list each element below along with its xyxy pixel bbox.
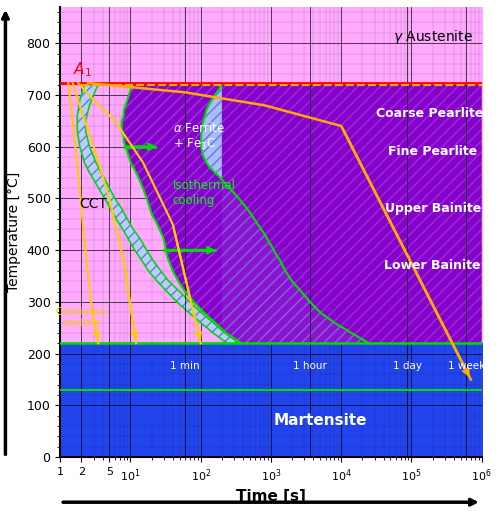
Text: Fine Pearlite: Fine Pearlite <box>388 145 477 158</box>
Polygon shape <box>122 85 369 343</box>
Text: 1 min: 1 min <box>170 361 200 371</box>
X-axis label: Time [s]: Time [s] <box>236 489 306 504</box>
Text: 1 day: 1 day <box>393 361 422 371</box>
Text: $\gamma$ Austenite: $\gamma$ Austenite <box>393 28 473 45</box>
Text: Upper Bainite: Upper Bainite <box>385 202 481 215</box>
Text: Isothermal
cooling: Isothermal cooling <box>173 179 236 207</box>
Polygon shape <box>77 85 239 343</box>
Text: 1 week: 1 week <box>448 361 485 371</box>
Text: Coarse Pearlite: Coarse Pearlite <box>376 106 483 120</box>
Text: $A_1$: $A_1$ <box>72 60 91 79</box>
Text: 1 hour: 1 hour <box>293 361 327 371</box>
Polygon shape <box>133 83 482 85</box>
Text: Continous
cooling: Continous cooling <box>55 307 108 328</box>
Polygon shape <box>122 85 482 343</box>
Text: CCT: CCT <box>80 197 108 211</box>
Y-axis label: Temperature [°C]: Temperature [°C] <box>7 172 21 292</box>
Text: $\alpha$ Ferrite
+ Fe$_3$C: $\alpha$ Ferrite + Fe$_3$C <box>173 121 225 152</box>
Text: Martensite: Martensite <box>273 413 367 428</box>
Polygon shape <box>201 85 369 343</box>
Text: Lower Bainite: Lower Bainite <box>384 259 481 272</box>
